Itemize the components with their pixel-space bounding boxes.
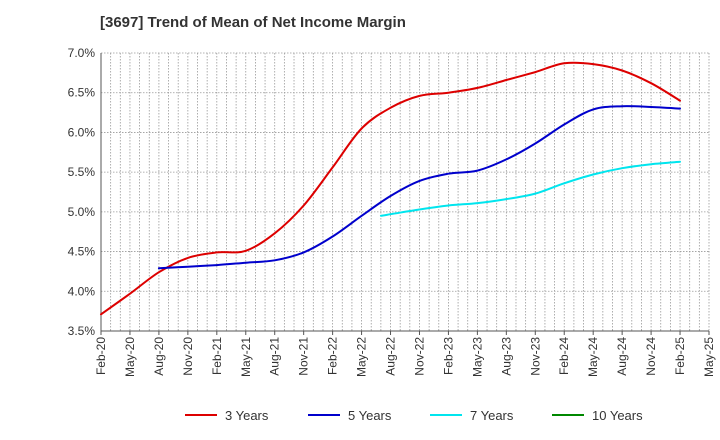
x-tick-label: Nov-22: [412, 337, 426, 376]
x-tick-label: Feb-25: [673, 337, 687, 375]
x-tick-label: Feb-23: [441, 337, 455, 375]
y-tick-label: 6.5%: [68, 86, 96, 100]
legend-label-10-years: 10 Years: [592, 408, 643, 423]
series-line-5-years: [157, 105, 681, 270]
legend-label-5-years: 5 Years: [348, 408, 392, 423]
x-tick-label: Nov-20: [181, 337, 195, 376]
x-tick-label: Feb-21: [210, 337, 224, 375]
x-tick-label: Nov-21: [297, 337, 311, 376]
legend-label-7-years: 7 Years: [470, 408, 514, 423]
x-tick-label: May-20: [123, 337, 137, 377]
x-tick-label: May-25: [702, 337, 716, 377]
x-tick-label: Feb-20: [94, 337, 108, 375]
x-tick-label: Feb-22: [326, 337, 340, 375]
chart-title: [3697] Trend of Mean of Net Income Margi…: [100, 14, 406, 31]
x-tick-label: May-24: [586, 337, 600, 377]
y-tick-label: 7.0%: [68, 46, 96, 60]
x-tick-label: Aug-23: [499, 337, 513, 376]
plot-area: [101, 53, 709, 331]
y-tick-label: 5.5%: [68, 165, 96, 179]
x-tick-label: Feb-24: [557, 337, 571, 375]
x-tick-label: May-23: [470, 337, 484, 377]
legend-label-3-years: 3 Years: [225, 408, 269, 423]
x-tick-label: Nov-23: [528, 337, 542, 376]
y-tick-label: 4.5%: [68, 245, 96, 259]
x-tick-label: Aug-21: [268, 337, 282, 376]
y-tick-label: 6.0%: [68, 125, 96, 139]
x-tick-label: Aug-20: [152, 337, 166, 376]
x-tick-label: Nov-24: [644, 337, 658, 376]
x-tick-label: Aug-22: [384, 337, 398, 376]
x-tick-label: Aug-24: [615, 337, 629, 376]
series-line-3-years: [100, 61, 681, 316]
series-line-7-years: [379, 160, 681, 217]
y-tick-label: 3.5%: [68, 324, 96, 338]
x-tick-label: May-21: [239, 337, 253, 377]
x-tick-label: May-22: [355, 337, 369, 377]
y-tick-label: 5.0%: [68, 205, 96, 219]
y-tick-label: 4.0%: [68, 284, 96, 298]
